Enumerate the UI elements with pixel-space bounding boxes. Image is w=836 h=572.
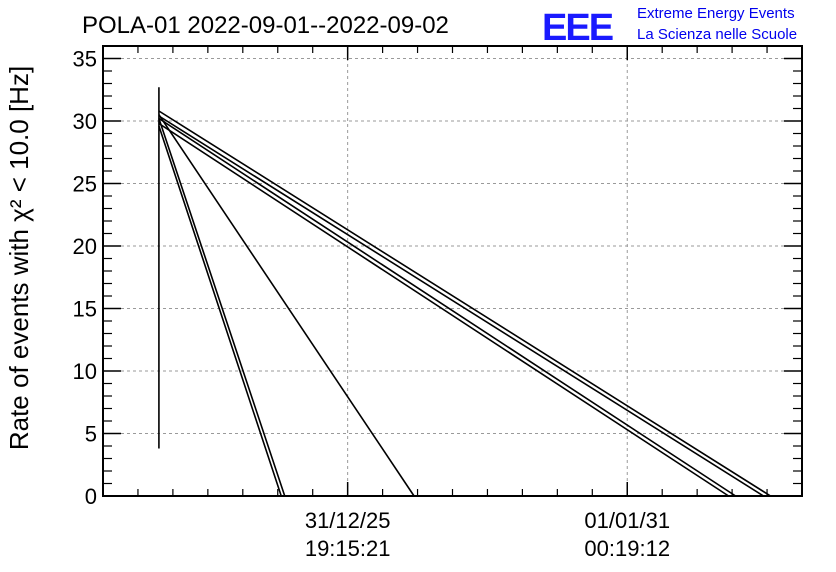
series-line [158, 118, 286, 497]
series-line [158, 115, 764, 497]
tick-labels: 0 5 10 15 20 25 30 35 31/12/25 19:15:21 01/01/31 00… [73, 47, 671, 562]
logo-line-2: La Scienza nelle Scuole [637, 26, 797, 43]
logo-line-1: Extreme Energy Events [637, 5, 795, 22]
y-tick-label: 10 [73, 359, 97, 384]
x-tick-label-time: 00:19:12 [584, 536, 670, 561]
grid-lines [103, 46, 802, 496]
x-tick-label-date: 01/01/31 [584, 508, 670, 533]
x-tick-label-date: 31/12/25 [305, 508, 391, 533]
chart-title: POLA-01 2022-09-01--2022-09-02 [82, 12, 449, 39]
series-line [158, 117, 737, 497]
series-line [158, 125, 283, 497]
plot-frame [102, 45, 803, 497]
series-line [158, 122, 730, 497]
series-line [158, 110, 771, 497]
y-tick-label: 20 [73, 234, 97, 259]
y-tick-label: 5 [85, 422, 97, 447]
logo-mark: EEE [542, 7, 613, 49]
x-tick-label-time: 19:15:21 [305, 536, 391, 561]
data-series [158, 87, 771, 497]
axis-ticks [102, 45, 803, 497]
series-line [158, 114, 415, 497]
y-tick-label: 35 [73, 47, 97, 72]
eee-logo: EEE Extreme Energy Events La Scienza nel… [542, 5, 797, 49]
y-tick-label: 15 [73, 297, 97, 322]
y-tick-label: 0 [85, 484, 97, 509]
y-tick-label: 25 [73, 172, 97, 197]
y-axis-label: Rate of events with χ² < 10.0 [Hz] [4, 66, 34, 450]
y-tick-label: 30 [73, 109, 97, 134]
